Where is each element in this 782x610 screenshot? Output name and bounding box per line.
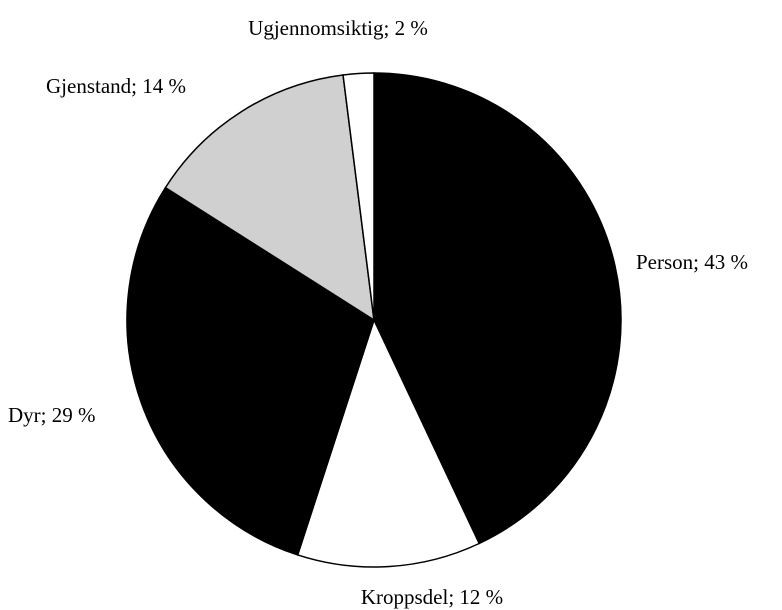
data-label: Person; 43 %	[636, 250, 748, 274]
pie-slice	[126, 186, 375, 556]
data-label: Dyr; 29 %	[8, 403, 96, 427]
pie-slice	[296, 317, 481, 568]
data-label: Ugjennomsiktig; 2 %	[248, 16, 428, 40]
pie-slice	[373, 72, 622, 545]
pie-slice	[164, 74, 375, 322]
pie-slice	[342, 72, 375, 321]
data-label: Kroppsdel; 12 %	[360, 585, 504, 609]
data-label: Gjenstand; 14 %	[46, 74, 186, 98]
